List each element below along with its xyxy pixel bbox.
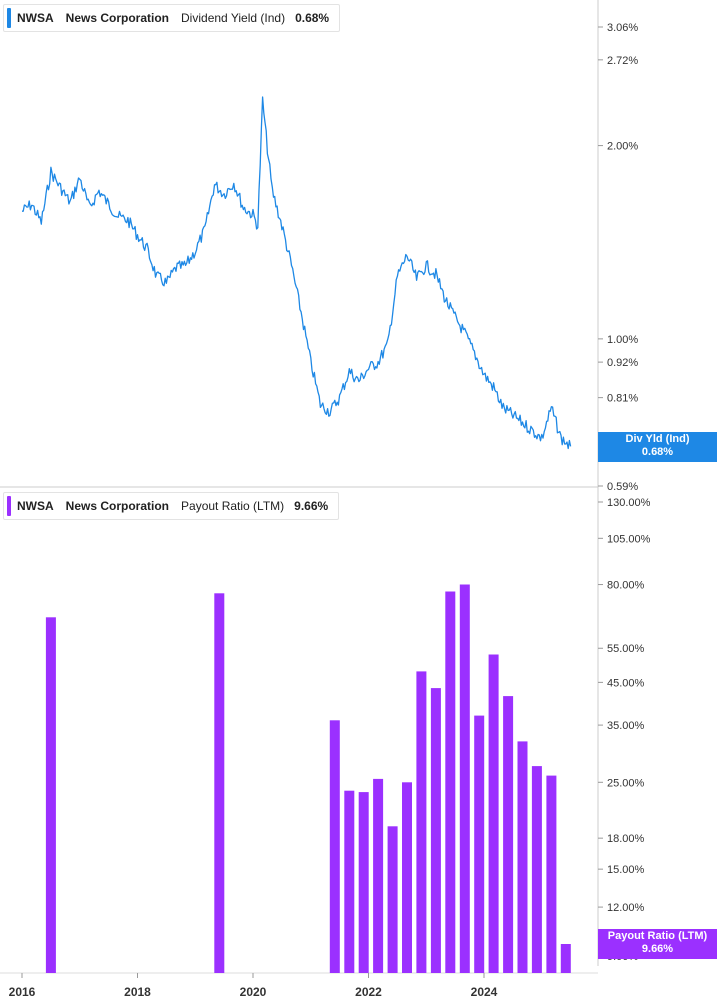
payout-bar bbox=[402, 782, 412, 973]
payout-tag-value: 9.66% bbox=[641, 943, 674, 955]
payout-bar bbox=[344, 790, 355, 973]
payout-bar bbox=[329, 720, 340, 973]
payout-bar bbox=[459, 584, 470, 973]
payout-bar bbox=[531, 766, 542, 973]
yield-tag-label: Div Yld (Ind) bbox=[625, 433, 690, 445]
payout-bar bbox=[214, 593, 225, 973]
payout-value-tag: Payout Ratio (LTM) 9.66% bbox=[598, 929, 717, 959]
payout-tick-label: 105.00% bbox=[607, 533, 651, 545]
payout-legend-company: News Corporation bbox=[65, 499, 170, 513]
yield-tick-label: 2.72% bbox=[607, 55, 638, 67]
yield-tick-label: 0.92% bbox=[607, 357, 638, 369]
payout-bar bbox=[387, 826, 398, 973]
x-tick-label: 2022 bbox=[355, 985, 382, 999]
payout-bar bbox=[358, 792, 369, 973]
yield-tick-label: 0.81% bbox=[607, 393, 638, 405]
payout-tick-label: 25.00% bbox=[607, 777, 645, 789]
payout-tick-label: 130.00% bbox=[607, 497, 651, 509]
payout-bar bbox=[45, 617, 56, 973]
payout-legend: NWSA News Corporation Payout Ratio (LTM)… bbox=[3, 492, 340, 520]
yield-tick-label: 0.59% bbox=[607, 481, 638, 493]
payout-legend-ticker: NWSA bbox=[17, 499, 54, 513]
payout-tick-label: 18.00% bbox=[607, 833, 645, 845]
yield-tick-label: 3.06% bbox=[607, 22, 638, 34]
yield-legend: NWSA News Corporation Dividend Yield (In… bbox=[3, 4, 341, 32]
dividend-yield-series bbox=[22, 96, 572, 450]
payout-bar bbox=[503, 696, 514, 973]
payout-bar bbox=[560, 944, 571, 973]
payout-tag-label: Payout Ratio (LTM) bbox=[607, 930, 708, 942]
yield-legend-company: News Corporation bbox=[65, 11, 170, 25]
payout-bar bbox=[416, 671, 427, 973]
yield-legend-ticker: NWSA bbox=[17, 11, 54, 25]
payout-bar bbox=[373, 778, 384, 973]
payout-bar bbox=[430, 688, 441, 973]
payout-tick-label: 12.00% bbox=[607, 902, 645, 914]
x-tick-label: 2018 bbox=[124, 985, 151, 999]
yield-tag-value: 0.68% bbox=[641, 446, 674, 458]
yield-y-axis: 3.06% 2.72% 2.00% 1.00% 0.92% 0.81% 0.59% bbox=[598, 22, 638, 493]
payout-tick-label: 15.00% bbox=[607, 864, 645, 876]
payout-legend-metric: Payout Ratio (LTM) bbox=[181, 499, 285, 513]
payout-tick-label: 80.00% bbox=[607, 580, 645, 592]
payout-tick-label: 45.00% bbox=[607, 677, 645, 689]
payout-y-axis: 130.00% 105.00% 80.00% 55.00% 45.00% 35.00% 25… bbox=[598, 497, 651, 963]
yield-legend-metric: Dividend Yield (Ind) bbox=[181, 11, 286, 25]
payout-tick-label: 35.00% bbox=[607, 720, 645, 732]
yield-legend-value: 0.68% bbox=[295, 11, 330, 25]
payout-tick-label: 55.00% bbox=[607, 643, 645, 655]
payout-ratio-series bbox=[45, 584, 571, 973]
payout-bar bbox=[546, 775, 557, 973]
dividend-yield-line bbox=[22, 96, 572, 450]
payout-legend-swatch bbox=[7, 496, 11, 516]
yield-tick-label: 1.00% bbox=[607, 334, 638, 346]
payout-bar bbox=[445, 591, 456, 973]
yield-legend-swatch bbox=[7, 8, 11, 28]
yield-tick-label: 2.00% bbox=[607, 141, 638, 153]
yield-value-tag: Div Yld (Ind) 0.68% bbox=[598, 432, 717, 462]
x-tick-label: 2024 bbox=[471, 985, 498, 999]
payout-bar bbox=[488, 654, 499, 973]
payout-bar bbox=[474, 715, 485, 973]
payout-bar bbox=[517, 741, 528, 973]
x-axis: 2016 2018 2020 2022 2024 bbox=[9, 973, 498, 999]
payout-legend-value: 9.66% bbox=[294, 499, 329, 513]
x-tick-label: 2016 bbox=[9, 985, 36, 999]
x-tick-label: 2020 bbox=[240, 985, 267, 999]
